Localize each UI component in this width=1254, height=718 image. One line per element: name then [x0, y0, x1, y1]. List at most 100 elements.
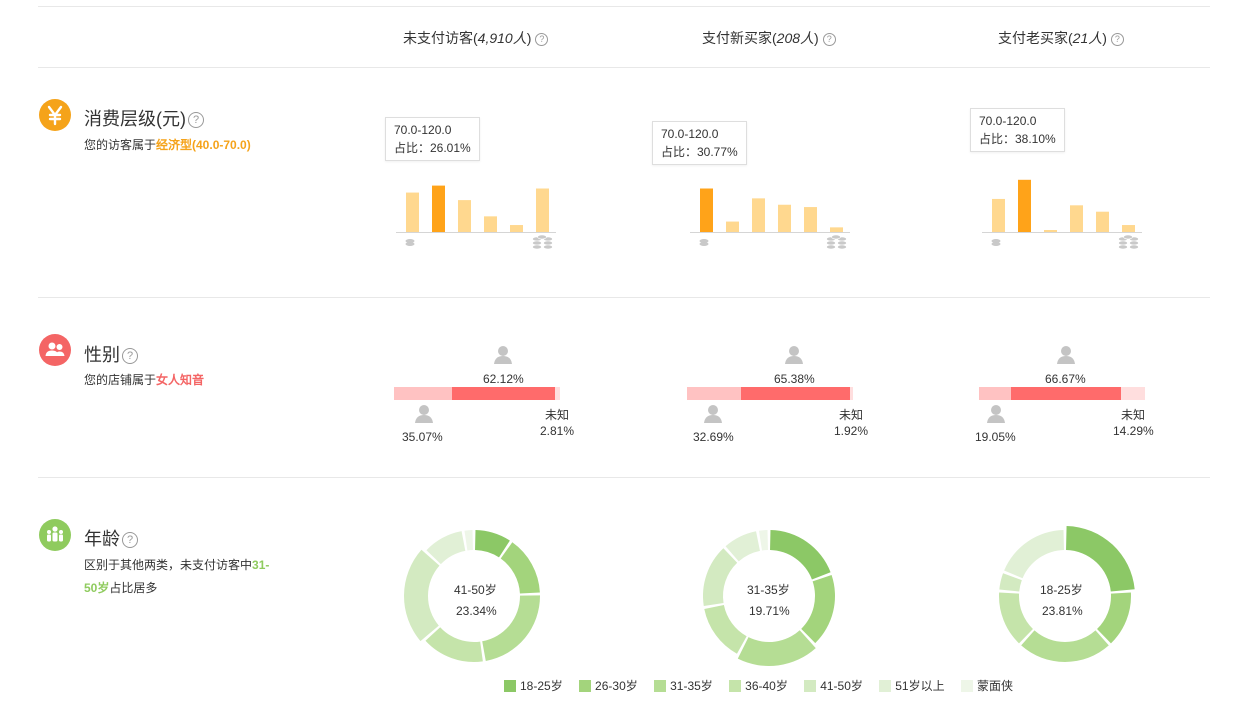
unknown-segment — [849, 387, 853, 400]
male-percent: 32.69% — [693, 430, 734, 444]
consumption-bar-chart — [396, 185, 556, 250]
donut-segment — [704, 605, 747, 654]
consumption-bar — [1070, 205, 1083, 232]
donut-segment — [725, 531, 760, 562]
help-icon[interactable]: ? — [822, 33, 836, 46]
female-segment — [1010, 387, 1122, 400]
help-icon[interactable]: ? — [188, 112, 204, 128]
consumption-title: 消费层级(元)? — [84, 105, 204, 131]
consumption-bar — [804, 207, 817, 232]
gender-column: 65.38% 未知 32.69% 1.92% — [687, 345, 868, 445]
male-user-icon — [704, 405, 722, 423]
donut-segment — [737, 630, 816, 666]
consumption-bar — [406, 192, 419, 232]
age-donut-chart — [999, 526, 1135, 662]
help-icon[interactable]: ? — [1110, 33, 1124, 46]
unknown-segment — [1121, 387, 1145, 400]
unknown-label: 未知 — [839, 408, 864, 422]
male-user-icon — [987, 405, 1005, 423]
gender-description: 您的店铺属于女人知音 — [84, 373, 205, 387]
coin-stack-icon — [1118, 234, 1139, 250]
consumption-tooltip: 70.0-120.0 占比：30.77% — [652, 121, 747, 165]
male-percent: 35.07% — [402, 430, 443, 444]
legend-item[interactable]: 51岁以上 — [879, 677, 945, 694]
donut-segment — [770, 530, 831, 580]
legend-item[interactable]: 26-30岁 — [579, 677, 638, 694]
legend-swatch — [729, 680, 742, 692]
female-segment — [452, 387, 556, 400]
donut-center-label: 18-25岁 — [1040, 583, 1083, 597]
top-divider — [38, 6, 1210, 7]
help-icon[interactable]: ? — [122, 348, 138, 364]
gender-column: 62.12% 未知 35.07% 2.81% — [394, 345, 574, 445]
female-segment — [741, 387, 850, 400]
legend-swatch — [504, 680, 516, 692]
donut-segment — [425, 627, 483, 662]
gender-title: 性别? — [84, 341, 138, 367]
legend-swatch — [879, 680, 892, 692]
female-user-icon — [1057, 346, 1075, 364]
unknown-label: 未知 — [1121, 408, 1146, 422]
unknown-label: 未知 — [545, 408, 570, 422]
legend-swatch — [960, 680, 973, 692]
age-title: 年龄? — [84, 525, 138, 551]
column-header-unpaid-visitors: 未支付访客(4,910人)? — [403, 28, 549, 48]
legend-item[interactable]: 蒙面侠 — [960, 677, 1013, 694]
donut-center-value: 19.71% — [749, 604, 790, 618]
consumption-highlight: 经济型(40.0-70.0) — [156, 138, 251, 152]
donut-segment — [404, 549, 440, 642]
female-user-icon — [785, 346, 803, 364]
legend-item[interactable]: 31-35岁 — [654, 677, 713, 694]
help-icon[interactable]: ? — [122, 532, 138, 548]
male-user-icon — [415, 405, 433, 423]
coin-icon — [699, 239, 709, 246]
age-legend: 18-25岁 26-30岁 31-35岁 36-40岁 41-50岁 51岁以上… — [504, 677, 1026, 694]
column-header-returning-buyers: 支付老买家(21人)? — [998, 28, 1124, 48]
help-icon[interactable]: ? — [535, 33, 549, 46]
donut-segment — [801, 575, 835, 644]
consumption-bar — [1044, 230, 1057, 232]
consumption-bar — [1018, 179, 1031, 232]
donut-segment — [999, 573, 1022, 592]
donut-segment — [1021, 630, 1109, 662]
unknown-percent: 14.29% — [1113, 424, 1154, 438]
male-segment — [687, 387, 742, 400]
consumption-tooltip: 70.0-120.0 占比：38.10% — [970, 108, 1065, 152]
donut-center-value: 23.81% — [1042, 604, 1083, 618]
female-user-icon — [494, 346, 512, 364]
consumption-bar-chart — [690, 188, 850, 250]
header-divider — [38, 67, 1210, 68]
consumption-bar — [510, 225, 523, 232]
consumption-bar — [536, 188, 549, 232]
consumption-bar — [484, 216, 497, 232]
donut-center-label: 41-50岁 — [454, 583, 497, 597]
donut-segment — [500, 542, 540, 594]
unknown-segment — [555, 387, 560, 400]
legend-item[interactable]: 18-25岁 — [504, 677, 563, 694]
consumption-bar — [726, 221, 739, 232]
consumption-bar — [432, 185, 445, 232]
female-percent: 66.67% — [1045, 372, 1086, 386]
male-percent: 19.05% — [975, 430, 1016, 444]
donut-center-label: 31-35岁 — [747, 583, 790, 597]
coin-icon — [405, 239, 415, 246]
donut-segment — [758, 530, 768, 551]
gender-column: 66.67% 未知 19.05% 14.29% — [975, 345, 1154, 445]
consumption-bar — [1122, 225, 1135, 232]
section-divider — [38, 297, 1210, 298]
age-donut-chart — [703, 530, 835, 666]
legend-item[interactable]: 36-40岁 — [729, 677, 788, 694]
male-segment — [979, 387, 1011, 400]
people-icon — [39, 334, 71, 366]
consumption-bar — [1096, 211, 1109, 232]
female-percent: 62.12% — [483, 372, 524, 386]
legend-item[interactable]: 41-50岁 — [804, 677, 863, 694]
consumption-tooltip: 70.0-120.0 占比：26.01% — [385, 117, 480, 161]
legend-swatch — [804, 680, 817, 692]
yen-icon — [39, 99, 71, 131]
donut-segment — [482, 595, 540, 661]
consumption-bar — [992, 198, 1005, 232]
gender-highlight: 女人知音 — [156, 373, 205, 387]
donut-segment — [1066, 526, 1135, 592]
donut-segment — [999, 592, 1033, 644]
